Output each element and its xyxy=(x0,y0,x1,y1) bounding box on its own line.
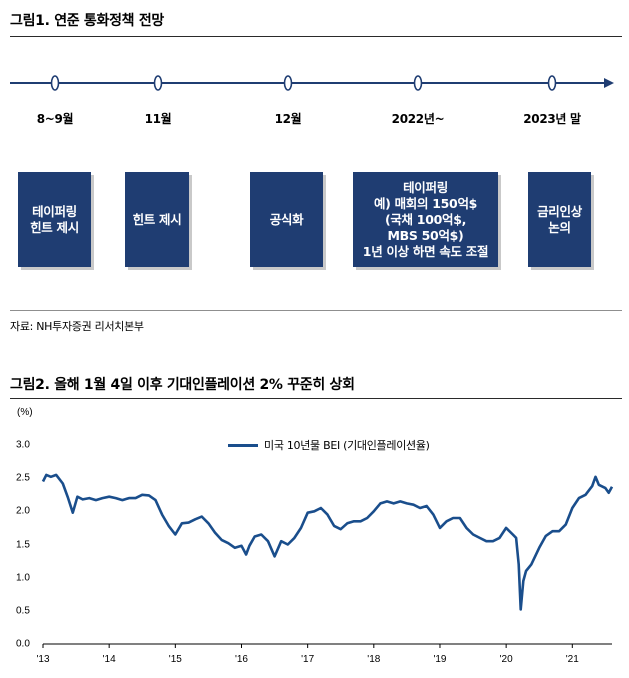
x-tick-label: '18 xyxy=(367,654,381,665)
legend-line-swatch xyxy=(228,443,258,447)
event-box: 힌트 제시 xyxy=(125,172,189,267)
legend-series-name: 미국 10년물 BEI (기대인플레이션율) xyxy=(264,439,430,452)
figure2-title-rule xyxy=(10,398,622,399)
event-box: 테이퍼링 예) 매회의 150억$ (국채 100억$, MBS 50억$) 1… xyxy=(353,172,498,267)
y-tick-label: 2.5 xyxy=(16,472,30,484)
x-tick-marks xyxy=(42,644,573,648)
series-line-bei xyxy=(41,473,614,611)
event-box-text: 힌트 제시 xyxy=(132,211,182,227)
timeline-node-5 xyxy=(547,75,557,91)
y-tick-label: 3.0 xyxy=(16,439,30,451)
y-tick-label: 0.5 xyxy=(16,605,30,617)
event-box: 금리인상 논의 xyxy=(528,172,591,267)
figure1-title: 그림1. 연준 통화정책 전망 xyxy=(10,13,164,29)
figure1-bottom-rule xyxy=(10,310,622,311)
timeline-date-label: 12월 xyxy=(274,112,302,126)
timeline-date-label: 2023년 말 xyxy=(523,112,581,126)
event-box-text: 테이퍼링 예) 매회의 150억$ (국채 100억$, MBS 50억$) 1… xyxy=(362,179,489,259)
x-tick-label: '20 xyxy=(499,654,513,665)
y-tick-label: 1.5 xyxy=(16,539,30,550)
x-tick-label: '19 xyxy=(433,654,447,665)
y-tick-label: 0.0 xyxy=(16,638,30,650)
timeline-date-label: 8~9월 xyxy=(36,112,74,126)
x-tick-label: '13 xyxy=(36,654,50,665)
timeline-arrowhead-icon xyxy=(604,78,614,88)
y-tick-label: 1.0 xyxy=(16,572,30,584)
x-tick-label: '15 xyxy=(168,654,182,665)
timeline-date-label: 2022년~ xyxy=(391,112,445,126)
timeline-node-3 xyxy=(283,75,293,91)
event-box: 테이퍼링 힌트 제시 xyxy=(18,172,91,267)
event-box: 공식화 xyxy=(250,172,323,267)
figure2-title: 그림2. 올해 1월 4일 이후 기대인플레이션 2% 꾸준히 상회 xyxy=(10,377,355,393)
timeline-node-1 xyxy=(50,75,60,91)
event-box-text: 테이퍼링 힌트 제시 xyxy=(30,203,79,235)
y-tick-label: 2.0 xyxy=(16,505,30,517)
y-axis-unit: (%) xyxy=(17,407,33,418)
x-tick-label: '14 xyxy=(102,654,116,665)
x-tick-label: '17 xyxy=(301,654,315,665)
timeline-node-4 xyxy=(413,75,423,91)
event-box-text: 공식화 xyxy=(269,211,304,227)
chart-legend: 미국 10년물 BEI (기대인플레이션율) xyxy=(228,437,430,453)
x-tick-label: '21 xyxy=(565,654,579,665)
timeline-date-label: 11월 xyxy=(144,112,172,126)
timeline-node-2 xyxy=(153,75,163,91)
timeline-axis xyxy=(10,75,614,91)
figure1-title-rule xyxy=(10,36,622,37)
x-tick-label: '16 xyxy=(234,654,249,665)
figure1-source: 자료: NH투자증권 리서치본부 xyxy=(10,320,144,333)
event-box-text: 금리인상 논의 xyxy=(537,203,582,235)
